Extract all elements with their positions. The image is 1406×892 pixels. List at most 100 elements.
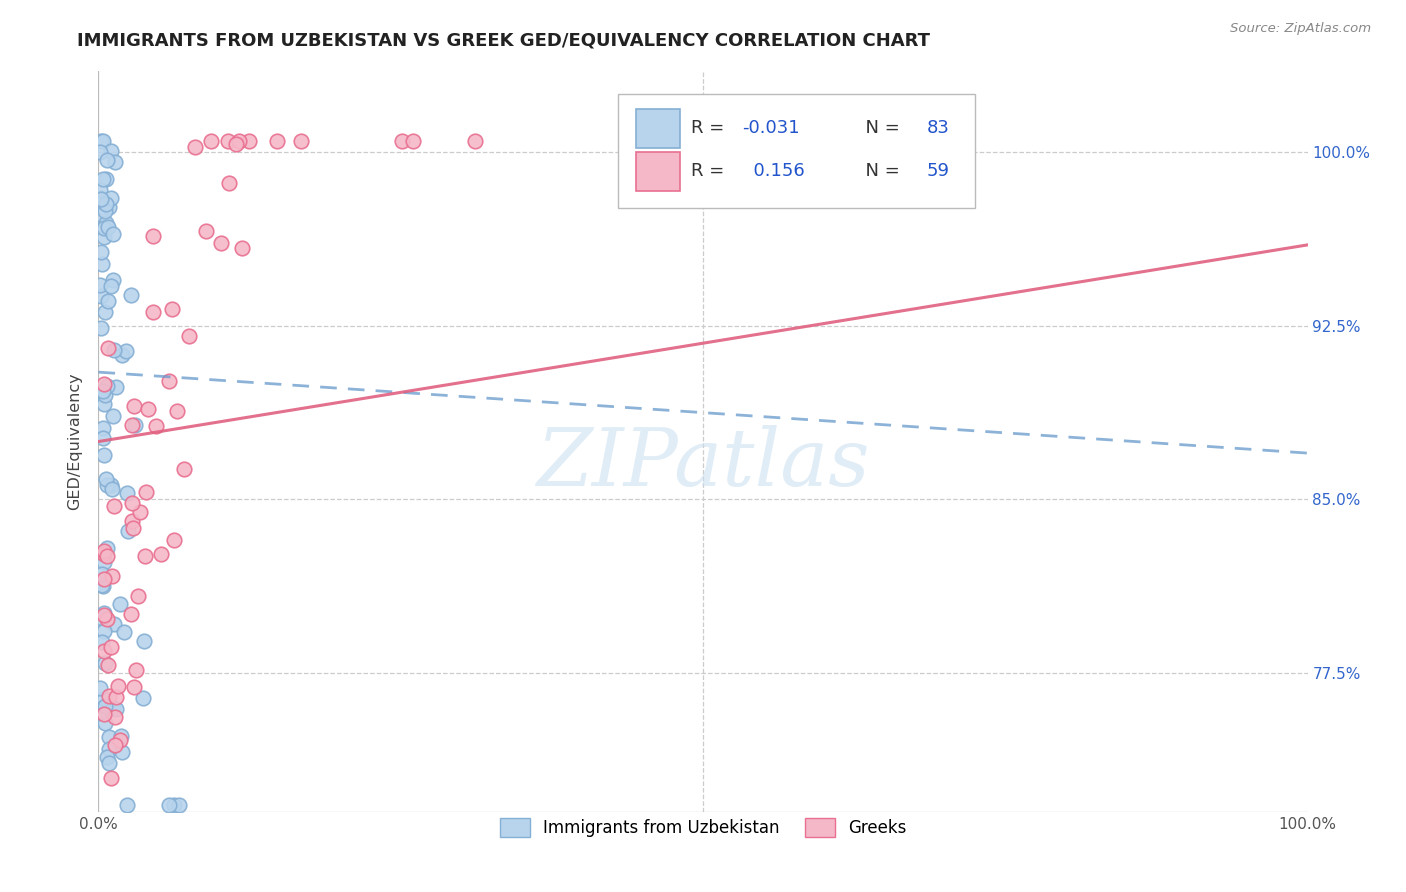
Point <box>90 635 112 649</box>
Point <box>94 171 117 186</box>
Point <box>105 380 128 394</box>
Point <box>94 472 117 486</box>
Point <box>89 182 111 196</box>
Point <box>90 321 112 335</box>
Point <box>217 134 239 148</box>
Text: Source: ZipAtlas.com: Source: ZipAtlas.com <box>1230 22 1371 36</box>
Point <box>96 549 118 564</box>
Point <box>98 689 121 703</box>
Point <box>96 477 118 491</box>
Point <box>150 547 173 561</box>
Point <box>145 418 167 433</box>
Point <box>115 797 138 812</box>
Point <box>91 171 114 186</box>
Point <box>120 288 142 302</box>
Point <box>90 289 112 303</box>
Point <box>91 579 114 593</box>
Point <box>89 278 111 293</box>
Point <box>91 566 114 581</box>
Point <box>112 625 135 640</box>
Point <box>108 597 131 611</box>
Point <box>89 681 111 695</box>
Point <box>173 462 195 476</box>
Point <box>162 301 184 316</box>
Point <box>132 691 155 706</box>
Point <box>93 644 115 658</box>
Point <box>120 607 142 621</box>
Point <box>93 606 115 620</box>
Point <box>94 197 117 211</box>
Text: 83: 83 <box>927 120 949 137</box>
Point <box>117 486 139 500</box>
Point <box>101 273 124 287</box>
Point <box>111 348 134 362</box>
Point <box>96 750 118 764</box>
Point <box>93 624 115 638</box>
Point <box>266 134 288 148</box>
Point <box>142 228 165 243</box>
Point <box>228 134 250 148</box>
Text: 0.156: 0.156 <box>742 162 804 180</box>
Point <box>107 679 129 693</box>
Text: N =: N = <box>855 162 905 180</box>
Point <box>90 134 112 148</box>
Point <box>103 616 125 631</box>
Point <box>103 499 125 513</box>
Text: IMMIGRANTS FROM UZBEKISTAN VS GREEK GED/EQUIVALENCY CORRELATION CHART: IMMIGRANTS FROM UZBEKISTAN VS GREEK GED/… <box>77 31 931 49</box>
Point <box>89 706 111 720</box>
Point <box>97 658 120 673</box>
Point <box>93 387 115 401</box>
Point <box>93 691 115 706</box>
Point <box>90 257 112 271</box>
Point <box>96 612 118 626</box>
Point <box>100 771 122 785</box>
Legend: Immigrants from Uzbekistan, Greeks: Immigrants from Uzbekistan, Greeks <box>494 812 912 844</box>
Point <box>124 418 146 433</box>
Point <box>122 680 145 694</box>
Point <box>93 397 115 411</box>
Point <box>132 634 155 648</box>
Point <box>124 663 146 677</box>
Point <box>97 220 120 235</box>
Point <box>100 477 122 491</box>
Point <box>101 482 124 496</box>
Point <box>89 145 111 160</box>
FancyBboxPatch shape <box>619 94 976 209</box>
Point <box>91 134 114 148</box>
Point <box>91 384 114 398</box>
Point <box>110 733 132 747</box>
Point <box>93 657 115 671</box>
Point <box>96 153 118 168</box>
Point <box>100 640 122 655</box>
Point <box>97 756 120 770</box>
FancyBboxPatch shape <box>637 109 681 147</box>
Point <box>89 190 111 204</box>
Point <box>93 555 115 569</box>
Point <box>98 200 121 214</box>
Point <box>115 344 138 359</box>
Point <box>464 134 486 148</box>
Point <box>89 207 111 221</box>
Point <box>127 589 149 603</box>
Point <box>103 155 125 169</box>
Point <box>97 742 120 756</box>
Point <box>94 699 117 714</box>
Point <box>209 236 232 251</box>
Point <box>157 374 180 388</box>
Point <box>195 224 218 238</box>
Point <box>162 533 184 547</box>
Text: ZIPatlas: ZIPatlas <box>536 425 870 502</box>
Point <box>183 140 205 154</box>
Point <box>93 230 115 244</box>
Point <box>134 549 156 563</box>
Point <box>93 607 115 622</box>
Point <box>163 797 186 812</box>
Point <box>136 401 159 416</box>
Y-axis label: GED/Equivalency: GED/Equivalency <box>67 373 83 510</box>
Text: 59: 59 <box>927 162 949 180</box>
Point <box>135 484 157 499</box>
Point <box>218 177 240 191</box>
Point <box>94 715 117 730</box>
Point <box>89 193 111 207</box>
Point <box>97 293 120 308</box>
